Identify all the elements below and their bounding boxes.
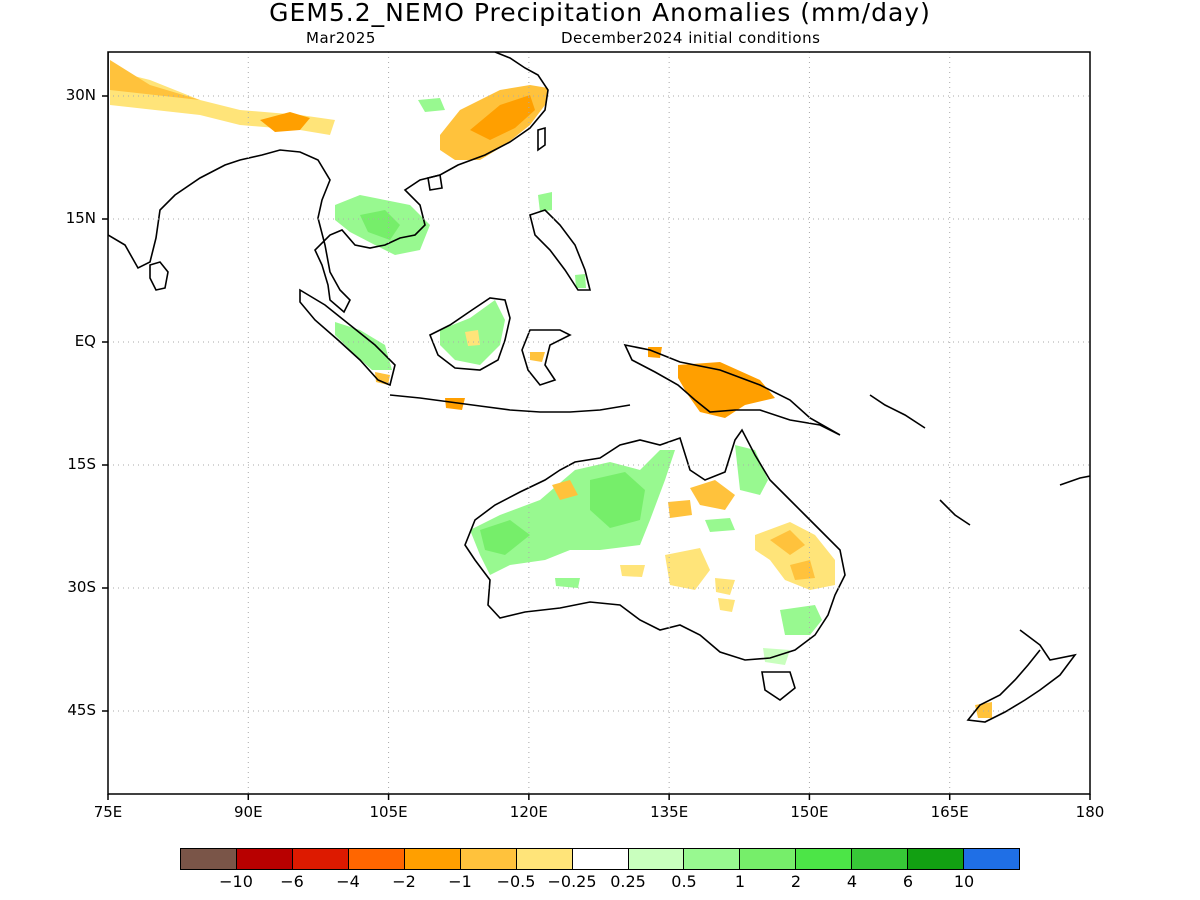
colorbar-label: 10	[953, 872, 975, 891]
longitude-label: 120E	[509, 803, 548, 821]
longitude-label: 135E	[650, 803, 689, 821]
axis-ticks	[102, 95, 1091, 800]
anomaly-patch	[360, 210, 400, 240]
latitude-label: 30S	[67, 578, 96, 596]
anomaly-patch	[705, 518, 735, 532]
latitude-label: 15S	[67, 455, 96, 473]
longitude-label: 180	[1075, 803, 1105, 821]
forecast-month: Mar2025	[306, 29, 376, 47]
longitude-label: 165E	[930, 803, 969, 821]
anomaly-patch	[418, 98, 445, 112]
gridlines	[108, 52, 1090, 794]
latitude-label: 30N	[65, 86, 96, 104]
anomaly-patch	[538, 192, 552, 212]
anomaly-patch	[735, 445, 768, 495]
latitude-label: 15N	[65, 209, 96, 227]
anomaly-patch	[690, 480, 735, 510]
anomaly-patch	[590, 472, 645, 528]
longitude-label: 75E	[93, 803, 123, 821]
anomaly-patch	[110, 60, 200, 100]
anomaly-patch	[552, 480, 578, 500]
anomaly-patch	[715, 578, 735, 595]
anomaly-patch	[620, 565, 645, 577]
colorbar-label: −4	[336, 872, 360, 891]
anomaly-patch	[790, 560, 815, 580]
colorbar-swatch	[236, 849, 293, 869]
colorbar-label: −2	[392, 872, 416, 891]
colorbar-swatch	[964, 849, 1020, 869]
colorbar-swatch	[628, 849, 685, 869]
anomaly-shading	[110, 60, 992, 718]
colorbar-swatch	[740, 849, 797, 869]
anomaly-patch	[445, 398, 465, 410]
anomaly-patch	[470, 450, 675, 575]
colorbar-swatch	[852, 849, 909, 869]
colorbar-label: 4	[846, 872, 858, 891]
anomaly-patch	[678, 362, 775, 418]
anomaly-patch	[335, 322, 392, 370]
longitude-label: 90E	[233, 803, 263, 821]
colorbar-label: −1	[448, 872, 472, 891]
anomaly-patch	[375, 372, 390, 385]
colorbar-label: −10	[219, 872, 253, 891]
anomaly-patch	[780, 605, 822, 635]
colorbar-label: −6	[280, 872, 304, 891]
colorbar-label: 1	[734, 872, 746, 891]
colorbar-swatch	[348, 849, 405, 869]
colorbar-label: 0.25	[610, 872, 646, 891]
colorbar-swatch	[908, 849, 965, 869]
anomaly-patch	[975, 702, 992, 718]
colorbar-swatch	[404, 849, 461, 869]
anomaly-patch	[470, 95, 535, 140]
colorbar	[180, 848, 1020, 870]
colorbar-swatch	[684, 849, 741, 869]
colorbar-swatch	[796, 849, 853, 869]
latitude-label: EQ	[74, 332, 96, 350]
colorbar-swatch	[516, 849, 573, 869]
latitude-label: 45S	[67, 701, 96, 719]
colorbar-swatch	[572, 849, 629, 869]
anomaly-patch	[575, 274, 586, 288]
anomaly-patch	[718, 598, 735, 612]
initial-conditions-label: December2024 initial conditions	[561, 29, 821, 47]
colorbar-swatch	[181, 849, 237, 869]
longitude-label: 150E	[790, 803, 829, 821]
colorbar-label: 0.5	[671, 872, 697, 891]
colorbar-label: −0.5	[496, 872, 536, 891]
colorbar-label: 2	[790, 872, 802, 891]
colorbar-label: 6	[902, 872, 914, 891]
anomaly-patch	[668, 500, 692, 518]
colorbar-swatch	[292, 849, 349, 869]
colorbar-label: −0.25	[547, 872, 597, 891]
anomaly-patch	[770, 530, 805, 555]
colorbar-swatch	[460, 849, 517, 869]
anomaly-patch	[530, 352, 545, 362]
anomaly-patch	[480, 520, 530, 555]
anomaly-patch	[555, 578, 580, 588]
anomaly-patch	[260, 112, 310, 132]
map-title: GEM5.2_NEMO Precipitation Anomalies (mm/…	[269, 0, 931, 27]
coastlines	[108, 52, 1090, 723]
anomaly-patch	[665, 548, 710, 590]
map-frame	[107, 51, 1091, 795]
longitude-label: 105E	[369, 803, 408, 821]
